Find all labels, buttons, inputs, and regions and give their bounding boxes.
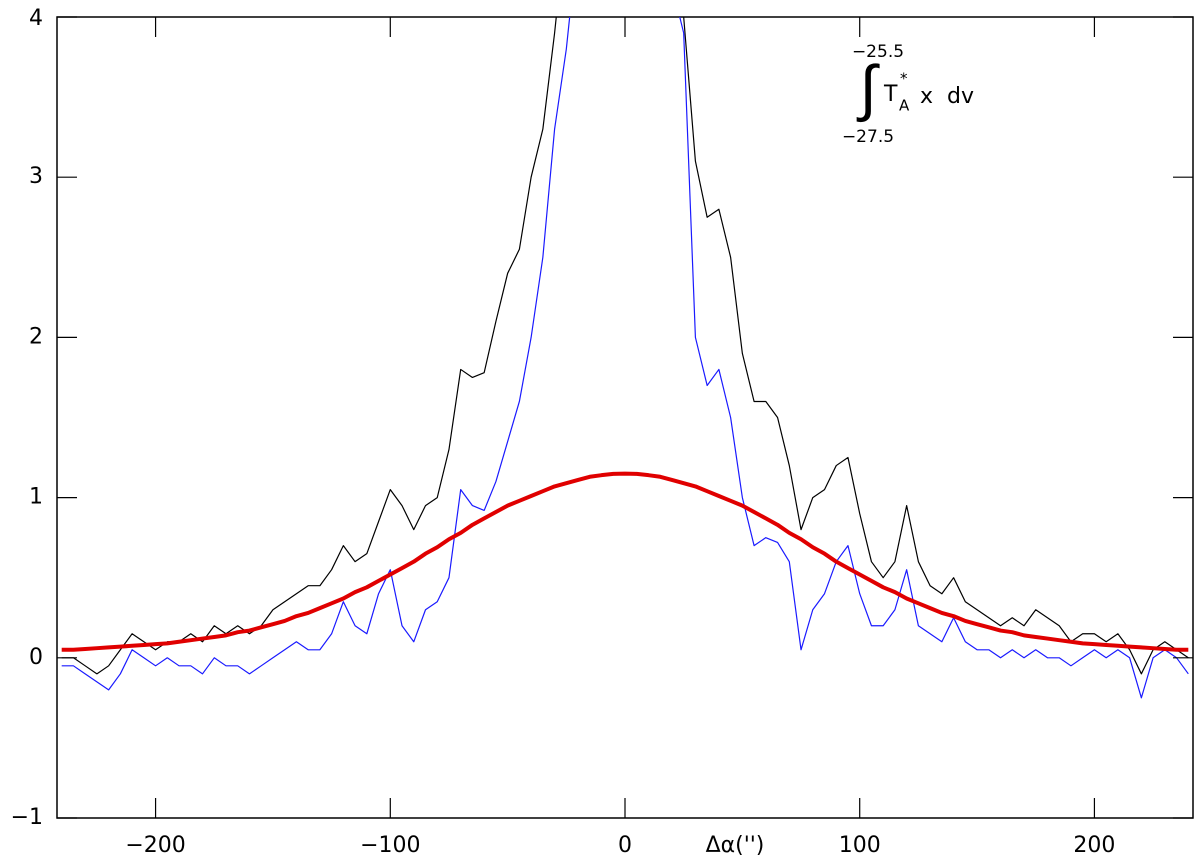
x-tick-label: 100	[839, 833, 881, 858]
x-tick-label: 0	[618, 833, 632, 858]
annotation: −25.5 ∫ −27.5 T A * x dv	[842, 42, 974, 147]
symbol: T	[883, 82, 898, 107]
y-tick-label: −1	[11, 805, 43, 830]
annotation-text: x dv	[920, 84, 974, 109]
subscript: A	[899, 97, 910, 115]
series-line	[61, 17, 1189, 675]
integral-lower: −27.5	[842, 127, 894, 147]
x-tick-label: −200	[125, 833, 185, 858]
plot-frame	[56, 16, 1194, 819]
plot-area	[61, 17, 1189, 699]
series-line	[61, 471, 1189, 652]
superscript: *	[900, 70, 908, 88]
series-line	[61, 17, 1189, 699]
y-tick-label: 0	[29, 645, 43, 670]
y-tick-label: 3	[29, 164, 43, 189]
x-axis-label: Δα('')	[706, 833, 765, 858]
x-tick-label: 200	[1073, 833, 1115, 858]
y-tick-label: 1	[29, 485, 43, 510]
x-tick-label: −100	[360, 833, 420, 858]
integral-upper: −25.5	[852, 42, 904, 62]
y-tick-label: 2	[29, 324, 43, 349]
y-tick-label: 4	[29, 6, 43, 31]
